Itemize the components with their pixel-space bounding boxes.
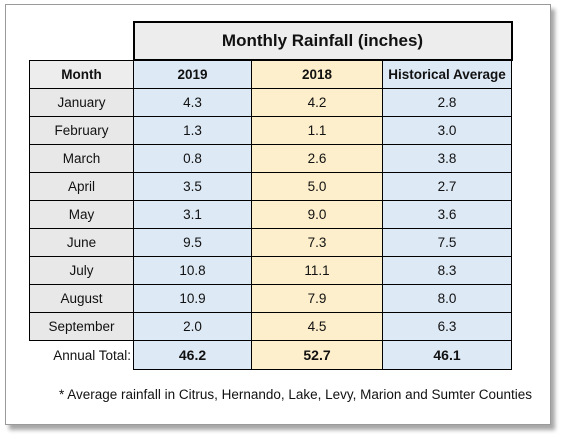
column-header-historical-average: Historical Average: [382, 59, 512, 89]
table-title: Monthly Rainfall (inches): [132, 21, 513, 61]
historical-average-cell: 8.0: [382, 284, 512, 313]
value-2019-cell: 9.5: [133, 228, 252, 257]
historical-average-cell: 8.3: [382, 256, 512, 285]
value-2018-cell: 7.3: [251, 228, 383, 257]
value-2019-cell: 4.3: [133, 88, 252, 117]
column-header-month: Month: [29, 59, 134, 89]
column-header-2018: 2018: [251, 59, 383, 89]
historical-average-cell: 3.0: [382, 116, 512, 145]
historical-average-cell: 2.7: [382, 172, 512, 201]
table-row: July 10.8 11.1 8.3: [29, 256, 512, 285]
month-cell: March: [29, 144, 134, 173]
table-row: April 3.5 5.0 2.7: [29, 172, 512, 201]
table-row: September 2.0 4.5 6.3: [29, 312, 512, 341]
header-row: Month 2019 2018 Historical Average: [29, 59, 512, 89]
footnote: * Average rainfall in Citrus, Hernando, …: [59, 387, 533, 402]
value-2019-cell: 1.3: [133, 116, 252, 145]
month-cell: August: [29, 284, 134, 313]
month-cell: June: [29, 228, 134, 257]
value-2018-cell: 2.6: [251, 144, 383, 173]
column-header-2019: 2019: [133, 59, 252, 89]
historical-average-cell: 2.8: [382, 88, 512, 117]
rainfall-table-frame: Monthly Rainfall (inches) Month 2019 201…: [5, 4, 551, 425]
annual-total-2019: 46.2: [133, 340, 252, 370]
value-2019-cell: 10.9: [133, 284, 252, 313]
value-2018-cell: 4.2: [251, 88, 383, 117]
value-2019-cell: 3.5: [133, 172, 252, 201]
month-cell: September: [29, 312, 134, 341]
month-cell: January: [29, 88, 134, 117]
value-2018-cell: 1.1: [251, 116, 383, 145]
value-2018-cell: 9.0: [251, 200, 383, 229]
historical-average-cell: 7.5: [382, 228, 512, 257]
value-2019-cell: 10.8: [133, 256, 252, 285]
month-cell: February: [29, 116, 134, 145]
value-2019-cell: 2.0: [133, 312, 252, 341]
historical-average-cell: 6.3: [382, 312, 512, 341]
value-2018-cell: 7.9: [251, 284, 383, 313]
annual-total-historical-average: 46.1: [382, 340, 512, 370]
historical-average-cell: 3.8: [382, 144, 512, 173]
table-row: August 10.9 7.9 8.0: [29, 284, 512, 313]
table-row: February 1.3 1.1 3.0: [29, 116, 512, 145]
value-2019-cell: 0.8: [133, 144, 252, 173]
table-row: June 9.5 7.3 7.5: [29, 228, 512, 257]
value-2018-cell: 5.0: [251, 172, 383, 201]
annual-total-row: Annual Total: 46.2 52.7 46.1: [30, 340, 512, 370]
month-cell: April: [29, 172, 134, 201]
table-row: March 0.8 2.6 3.8: [29, 144, 512, 173]
value-2018-cell: 4.5: [251, 312, 383, 341]
corner-blank-cell: [30, 22, 134, 60]
annual-total-label: Annual Total:: [53, 347, 131, 363]
table-row: May 3.1 9.0 3.6: [29, 200, 512, 229]
month-cell: May: [29, 200, 134, 229]
rainfall-table: Monthly Rainfall (inches) Month 2019 201…: [29, 21, 513, 370]
annual-total-2018: 52.7: [251, 340, 383, 370]
historical-average-cell: 3.6: [382, 200, 512, 229]
value-2018-cell: 11.1: [251, 256, 383, 285]
table-row: January 4.3 4.2 2.8: [29, 88, 512, 117]
month-cell: July: [29, 256, 134, 285]
value-2019-cell: 3.1: [133, 200, 252, 229]
